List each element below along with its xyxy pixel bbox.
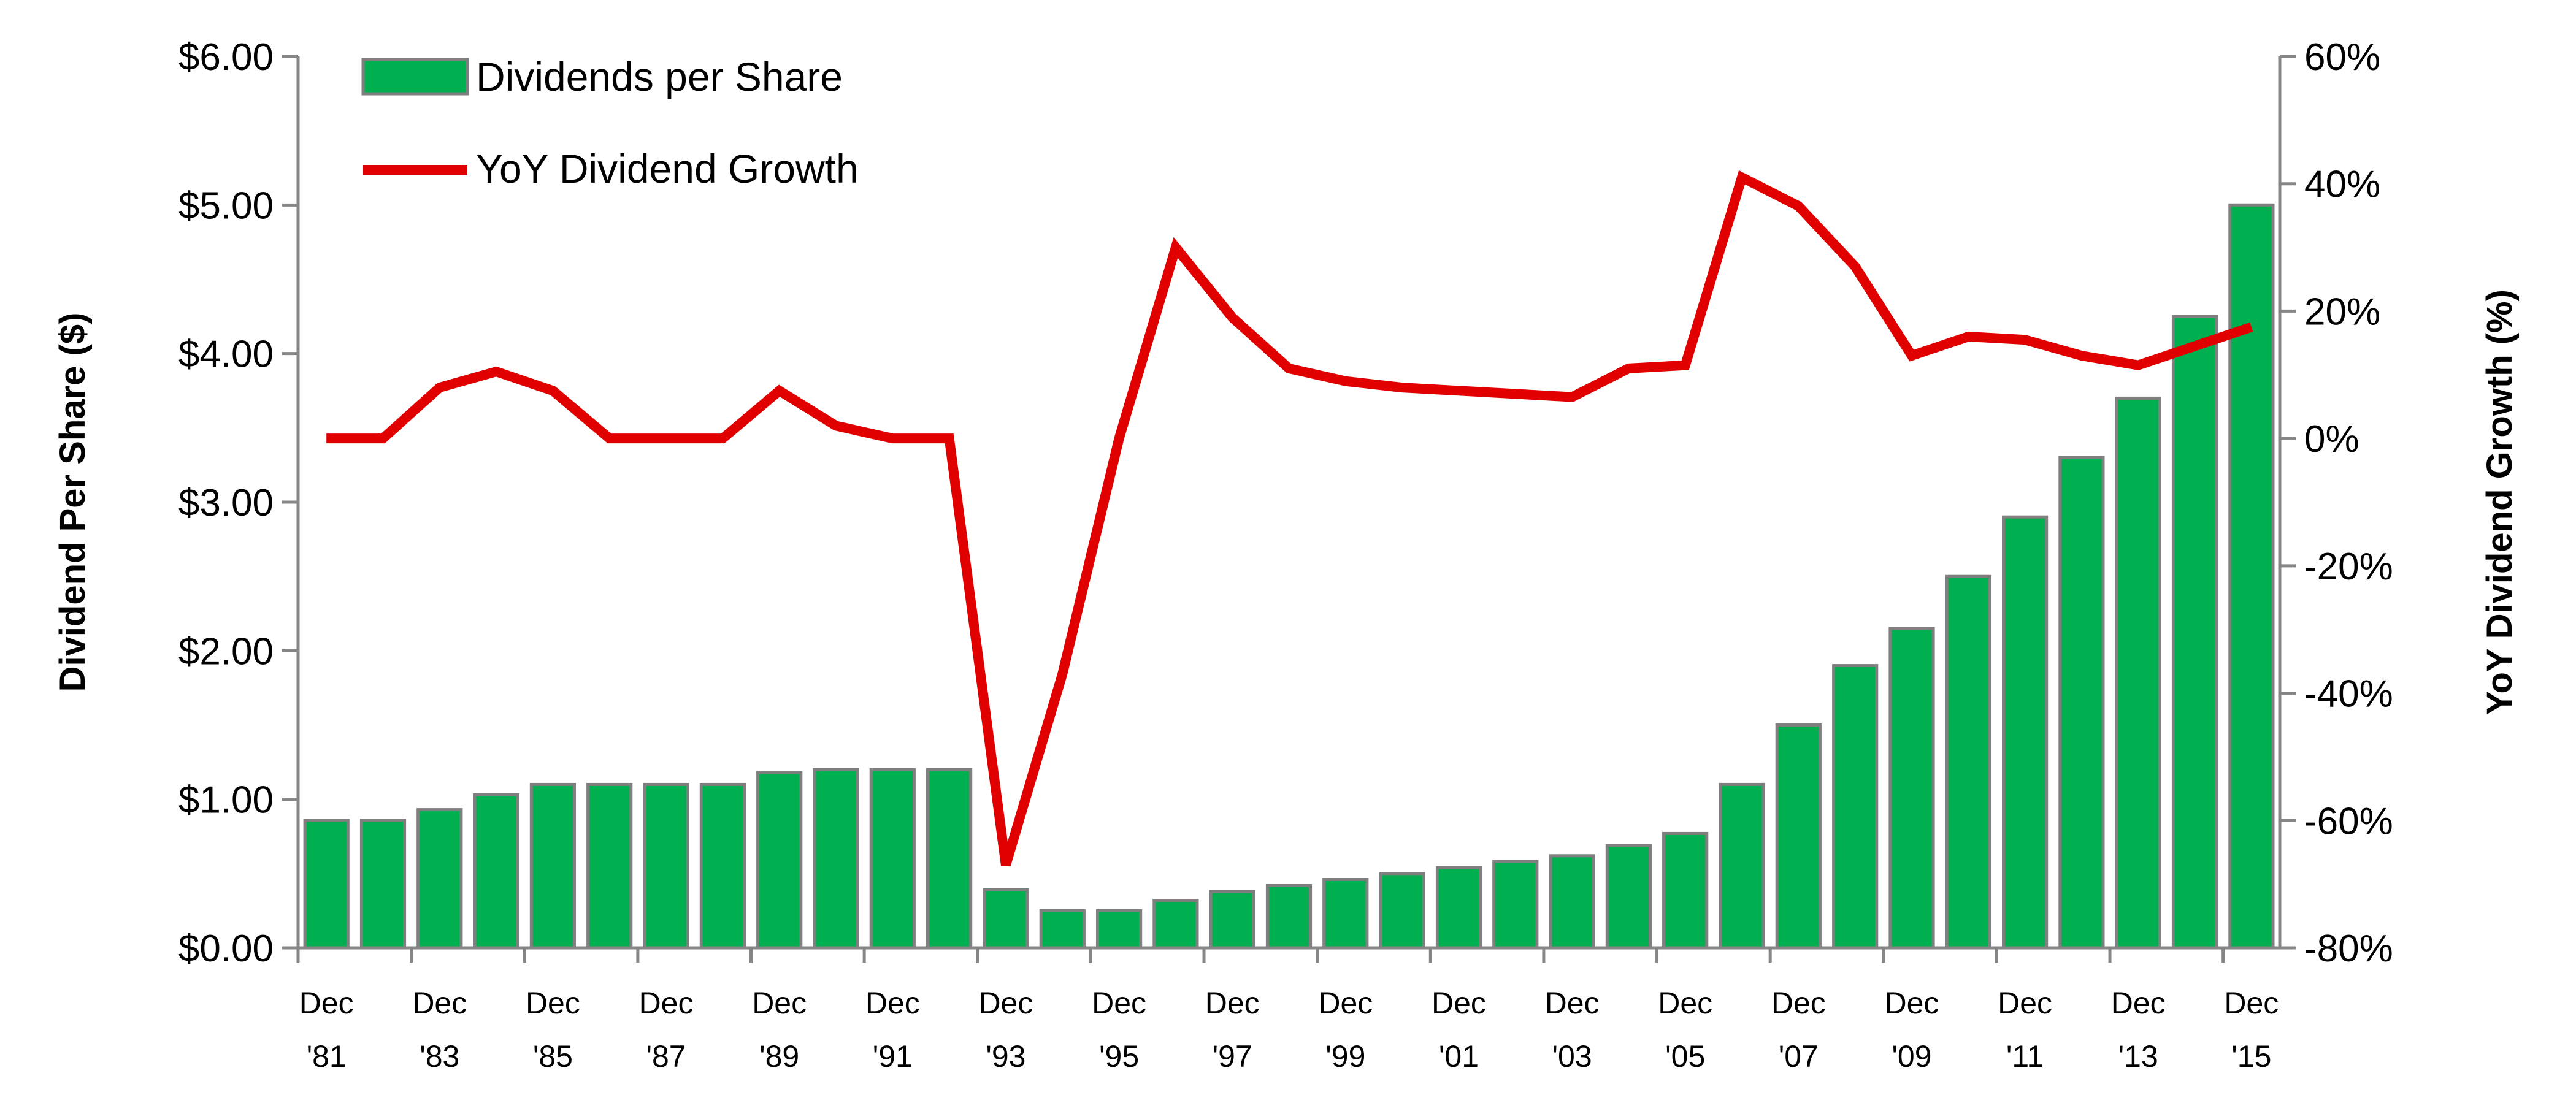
y-right-tick-label: -60% <box>2304 800 2393 842</box>
y-right-tick-label: -20% <box>2304 546 2393 588</box>
bar <box>1492 860 1539 950</box>
line-layer <box>326 170 2253 867</box>
bar <box>2058 456 2105 950</box>
legend-label-growth: YoY Dividend Growth <box>476 146 859 191</box>
x-tick-label-year: '83 <box>420 1039 459 1074</box>
bar <box>1775 723 1822 950</box>
bar <box>1945 574 1991 950</box>
legend-swatch-dividends <box>361 58 469 96</box>
growth-line <box>326 170 2253 867</box>
bar <box>1096 909 1143 950</box>
x-tick-label-year: '01 <box>1439 1039 1479 1074</box>
x-tick-label-month: Dec <box>1998 986 2052 1020</box>
x-tick-label-month: Dec <box>639 986 694 1020</box>
y-right-tick-label: 60% <box>2304 36 2380 78</box>
x-tick-label-year: '85 <box>533 1039 573 1074</box>
x-tick-label-month: Dec <box>1545 986 1600 1020</box>
bar <box>1662 831 1709 950</box>
bar <box>1209 890 1255 950</box>
x-tick-label-month: Dec <box>1884 986 1939 1020</box>
x-tick-label-month: Dec <box>412 986 467 1020</box>
legend: Dividends per Share YoY Dividend Growth <box>361 54 859 191</box>
bar <box>1152 899 1199 950</box>
y-right-tick-label: 0% <box>2304 418 2359 460</box>
y-right-axis-title: YoY Dividend Growth (%) <box>2480 289 2520 715</box>
bar <box>2115 396 2161 950</box>
x-tick-label-year: '93 <box>986 1039 1025 1074</box>
bar <box>2171 315 2218 950</box>
bar <box>643 782 689 950</box>
x-tick-label-year: '03 <box>1552 1039 1592 1074</box>
x-tick-label-month: Dec <box>752 986 807 1020</box>
bar <box>473 793 519 950</box>
x-tick-label-year: '99 <box>1325 1039 1365 1074</box>
x-tick-label-year: '87 <box>646 1039 686 1074</box>
x-tick-label-year: '95 <box>1099 1039 1139 1074</box>
x-tick-label-month: Dec <box>1318 986 1373 1020</box>
x-tick-label-month: Dec <box>2224 986 2279 1020</box>
y-left-tick-label: $0.00 <box>178 928 274 970</box>
bar <box>1322 878 1369 950</box>
x-tick-label-month: Dec <box>1432 986 1486 1020</box>
bar <box>1379 872 1425 950</box>
bar <box>756 771 803 950</box>
bar <box>983 888 1029 950</box>
bar <box>416 808 463 950</box>
bar <box>303 819 350 950</box>
x-tick-label-month: Dec <box>299 986 354 1020</box>
y-right-tick-label: 40% <box>2304 164 2380 206</box>
x-tick-label-year: '15 <box>2231 1039 2271 1074</box>
bar <box>1265 884 1313 950</box>
y-left-tick-label: $5.00 <box>178 185 274 227</box>
bar <box>2002 515 2049 950</box>
y-right-tick-label: 20% <box>2304 291 2380 333</box>
bar <box>1605 844 1652 950</box>
bar <box>926 768 973 950</box>
x-tick-label-month: Dec <box>1205 986 1260 1020</box>
x-tick-label-year: '91 <box>873 1039 913 1074</box>
y-left-tick-label: $2.00 <box>178 630 274 673</box>
y-left-tick-label: $3.00 <box>178 482 274 524</box>
y-left-tick-label: $1.00 <box>178 779 274 822</box>
x-tick-label-year: '81 <box>307 1039 347 1074</box>
y-right-tick-label: -40% <box>2304 673 2393 716</box>
x-tick-label-year: '11 <box>2006 1039 2044 1074</box>
bar <box>869 768 916 950</box>
bar <box>1549 854 1595 950</box>
x-tick-label-year: '89 <box>759 1039 799 1074</box>
x-tick-label-year: '97 <box>1213 1039 1252 1074</box>
x-tick-label-month: Dec <box>865 986 920 1020</box>
x-tick-label-month: Dec <box>526 986 580 1020</box>
x-tick-label-year: '05 <box>1665 1039 1705 1074</box>
bar <box>2228 203 2275 950</box>
x-tick-label-month: Dec <box>1771 986 1826 1020</box>
legend-label-dividends: Dividends per Share <box>476 54 843 99</box>
bar <box>359 819 407 950</box>
bar <box>699 782 746 950</box>
y-left-axis-title: Dividend Per Share ($) <box>53 313 93 692</box>
bar <box>1719 782 1765 950</box>
bar <box>1888 627 1935 950</box>
labels-layer: Dividend Per Share ($) YoY Dividend Grow… <box>53 289 2520 715</box>
y-left-tick-label: $6.00 <box>178 36 274 78</box>
y-left-tick-label: $4.00 <box>178 334 274 376</box>
bar <box>1435 866 1482 950</box>
y-right-tick-label: -80% <box>2304 928 2393 970</box>
bars-layer <box>303 203 2275 950</box>
x-tick-label-year: '07 <box>1779 1039 1819 1074</box>
bar <box>1832 664 1879 950</box>
x-tick-label-month: Dec <box>978 986 1033 1020</box>
x-tick-label-month: Dec <box>1658 986 1712 1020</box>
bar <box>1039 909 1086 950</box>
bar <box>586 782 633 950</box>
x-tick-label-year: '13 <box>2118 1039 2158 1074</box>
x-tick-label-year: '09 <box>1892 1039 1931 1074</box>
x-tick-label-month: Dec <box>1092 986 1146 1020</box>
bar <box>813 768 859 950</box>
x-tick-label-month: Dec <box>2111 986 2166 1020</box>
axes-layer: $0.00 $1.00 $2.00 $3.00 $4.00 $5.00 $6.00 -80% -… <box>178 36 2393 1074</box>
bar <box>529 782 576 950</box>
